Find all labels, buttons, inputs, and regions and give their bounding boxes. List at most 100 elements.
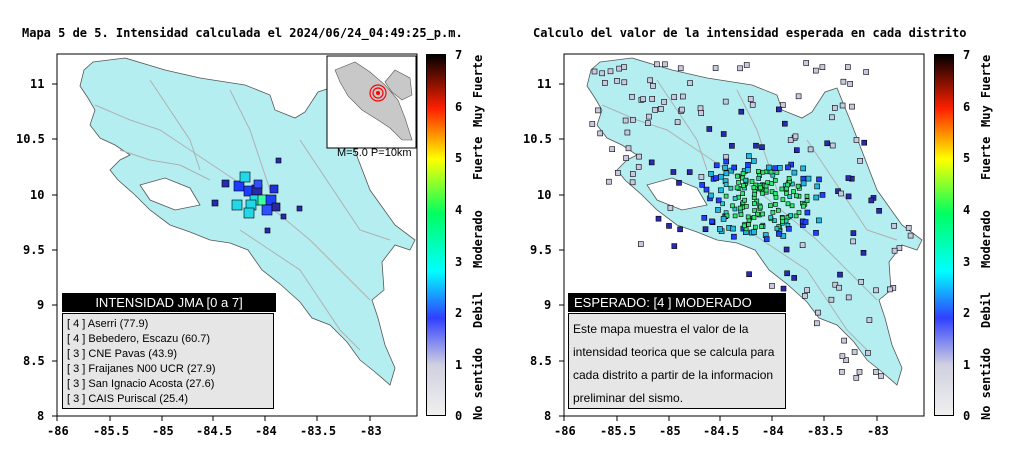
district-marker <box>722 98 729 105</box>
district-marker <box>732 196 738 201</box>
district-marker <box>703 186 710 193</box>
district-marker <box>674 119 681 125</box>
district-marker <box>713 162 720 169</box>
district-marker <box>780 197 786 202</box>
district-marker <box>891 223 897 229</box>
district-marker <box>708 171 714 177</box>
district-marker <box>773 195 779 200</box>
lcb-tick-2: 2 <box>455 306 463 320</box>
lcb-tick-1: 1 <box>455 358 463 372</box>
district-marker <box>636 153 642 160</box>
district-marker <box>789 203 795 209</box>
district-marker <box>648 159 655 166</box>
right-ticks <box>559 83 878 421</box>
district-marker <box>843 357 849 364</box>
district-marker <box>723 193 729 199</box>
district-marker <box>751 185 757 190</box>
district-marker <box>616 65 623 72</box>
district-marker <box>751 215 757 220</box>
district-markers <box>589 60 914 381</box>
district-marker <box>816 176 822 183</box>
district-marker <box>754 211 760 217</box>
district-marker <box>723 158 730 165</box>
district-marker <box>745 153 752 159</box>
district-marker <box>677 65 684 72</box>
left-x-tick-6: -83.5 <box>300 424 337 438</box>
district-marker <box>795 183 801 189</box>
district-marker <box>718 173 724 180</box>
station-6: [ 3 ] CAIS Puriscal (25.4) <box>67 393 189 405</box>
district-marker <box>784 186 789 191</box>
rcb-tick-4: 4 <box>963 203 971 217</box>
district-marker <box>858 278 865 285</box>
district-marker <box>800 180 807 187</box>
district-marker <box>731 233 737 240</box>
district-marker <box>847 81 854 87</box>
left-y-tick-1: 11 <box>30 77 45 91</box>
district-marker <box>791 189 796 194</box>
district-marker <box>800 203 806 209</box>
district-marker <box>731 164 738 171</box>
district-marker <box>840 78 847 85</box>
district-marker <box>637 241 644 247</box>
left-x-tick-5: -84 <box>255 424 277 438</box>
district-marker <box>769 283 775 289</box>
district-marker <box>738 212 744 217</box>
district-marker <box>812 67 819 74</box>
district-marker <box>772 178 778 183</box>
left-x-tick-4: -84.5 <box>196 424 233 438</box>
district-marker <box>622 117 629 124</box>
district-marker <box>743 62 750 68</box>
district-marker <box>856 369 863 375</box>
district-marker <box>712 65 719 71</box>
right-map-title: Calculo del valor de la intensidad esper… <box>533 26 967 40</box>
district-marker <box>760 211 765 217</box>
district-marker <box>759 224 764 229</box>
district-marker <box>851 349 858 355</box>
right-info-text: Este mapa muestra el valor de la intensi… <box>568 313 786 409</box>
district-marker <box>861 139 868 146</box>
lcb-tick-3: 3 <box>455 255 463 269</box>
district-marker <box>740 191 746 196</box>
right-colorbar <box>934 54 954 416</box>
district-marker <box>736 180 741 185</box>
lcb-tick-7: 7 <box>455 48 463 62</box>
right-x-tick-7: -83 <box>867 424 889 438</box>
district-marker <box>709 218 715 225</box>
district-marker <box>676 180 682 186</box>
district-marker <box>800 175 807 182</box>
district-marker <box>750 158 757 164</box>
district-marker <box>722 164 728 171</box>
district-marker <box>752 208 757 213</box>
district-marker <box>760 169 766 175</box>
station-1: [ 4 ] Aserri (77.9) <box>67 318 149 330</box>
left-y-tick-3: 10 <box>30 188 45 202</box>
district-marker <box>873 287 879 294</box>
district-marker <box>699 182 706 188</box>
district-marker <box>766 164 772 171</box>
district-marker <box>801 292 808 299</box>
district-marker <box>776 165 783 171</box>
district-marker <box>770 210 776 215</box>
right-x-tick-2: -85.5 <box>600 424 637 438</box>
district-marker <box>865 350 871 356</box>
district-marker <box>787 194 793 199</box>
district-marker <box>720 131 727 137</box>
right-y-tick-4: 9.5 <box>530 243 552 257</box>
district-marker <box>649 96 656 102</box>
district-marker <box>737 205 743 211</box>
district-marker <box>785 182 790 188</box>
district-marker <box>706 126 713 132</box>
district-marker <box>838 190 844 197</box>
district-marker <box>621 79 628 86</box>
district-marker <box>850 230 857 236</box>
district-marker <box>670 169 677 175</box>
district-marker <box>804 198 810 203</box>
right-y-tick-7: 8 <box>544 409 552 423</box>
district-marker <box>647 77 654 84</box>
district-marker <box>845 294 852 301</box>
district-marker <box>784 270 790 277</box>
district-marker <box>614 78 620 84</box>
district-marker <box>799 242 806 248</box>
district-marker <box>732 206 738 212</box>
